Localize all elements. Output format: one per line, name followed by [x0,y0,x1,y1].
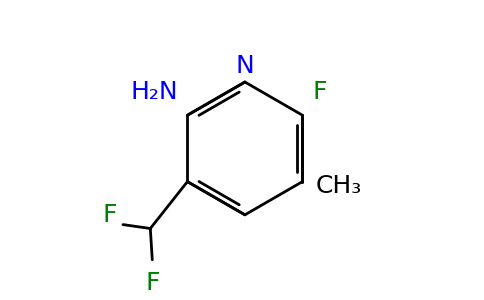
Text: F: F [312,80,327,103]
Text: F: F [103,203,117,227]
Text: N: N [236,54,254,78]
Text: F: F [145,272,160,296]
Text: H₂N: H₂N [130,80,178,103]
Text: CH₃: CH₃ [316,173,363,197]
